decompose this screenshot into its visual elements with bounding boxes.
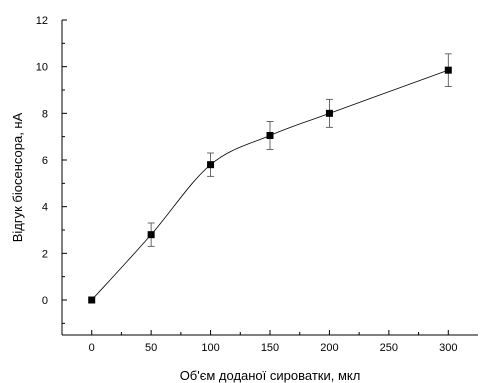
y-tick-label: 12 xyxy=(36,15,48,27)
data-point xyxy=(444,66,452,74)
y-tick-label: 2 xyxy=(42,248,48,260)
x-axis-label: Об'єм доданої сироватки, мкл xyxy=(180,368,361,383)
y-tick-label: 4 xyxy=(42,202,48,214)
fit-curve xyxy=(91,69,449,301)
fit-curve-group xyxy=(91,69,449,301)
x-tick-label: 200 xyxy=(320,342,338,354)
x-tick-label: 100 xyxy=(201,342,219,354)
x-tick-label: 250 xyxy=(380,342,398,354)
x-tick-label: 300 xyxy=(439,342,457,354)
error-bars-group xyxy=(147,53,452,247)
x-tick-label: 150 xyxy=(261,342,279,354)
data-point xyxy=(266,132,274,139)
data-point xyxy=(207,161,215,169)
x-tick-label: 0 xyxy=(89,342,95,354)
data-point xyxy=(147,231,155,239)
y-tick-label: 8 xyxy=(42,108,48,120)
data-point xyxy=(88,296,96,304)
y-tick-label: 0 xyxy=(42,295,48,307)
data-points-group xyxy=(88,66,452,304)
y-tick-label: 10 xyxy=(36,62,48,74)
y-axis-label: Відгук біосенсора, нА xyxy=(10,112,25,242)
data-point xyxy=(325,109,333,117)
y-tick-label: 6 xyxy=(42,155,48,167)
axes: 0 2 4 6 8 10 12 0 50 100 150 200 250 300 xyxy=(36,15,478,354)
x-tick-label: 50 xyxy=(145,342,157,354)
